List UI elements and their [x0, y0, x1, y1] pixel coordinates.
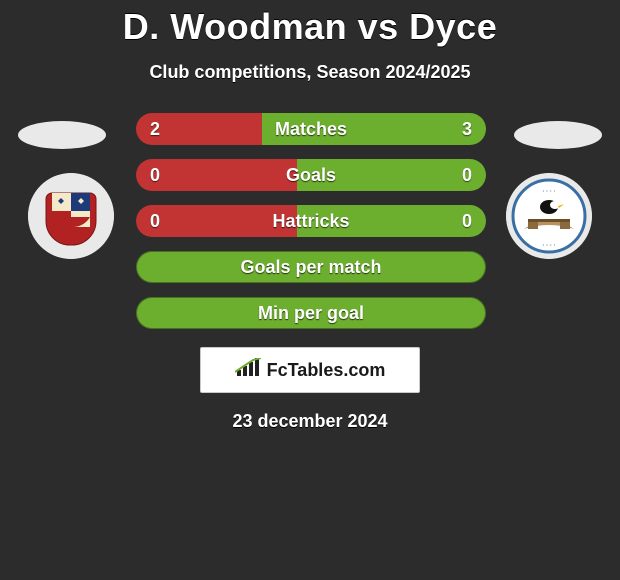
stat-row: Goals per match — [136, 251, 486, 283]
brand-text: FcTables.com — [267, 360, 386, 381]
stat-row: Min per goal — [136, 297, 486, 329]
stat-label: Goals per match — [136, 251, 486, 283]
page-title: D. Woodman vs Dyce — [0, 6, 620, 48]
left-club-crest — [28, 173, 114, 259]
stat-label: Min per goal — [136, 297, 486, 329]
right-country-ellipse — [514, 121, 602, 149]
right-club-crest: · · · · · · · · — [506, 173, 592, 259]
stat-right-value: 0 — [297, 159, 486, 191]
page-subtitle: Club competitions, Season 2024/2025 — [0, 62, 620, 83]
stat-bars: 23Matches 00Goals 00Hattricks Goals per mat… — [136, 113, 486, 329]
stat-right-value: 0 — [297, 205, 486, 237]
svg-text:· · · ·: · · · · — [543, 189, 556, 195]
brand-watermark: FcTables.com — [200, 347, 420, 393]
brand-chart-icon — [235, 358, 261, 383]
generated-date: 23 december 2024 — [0, 411, 620, 432]
stat-row: 00Goals — [136, 159, 486, 191]
content-area: · · · · · · · · 23Matches 00Goals 00Hattri… — [0, 113, 620, 432]
comparison-card: D. Woodman vs Dyce Club competitions, Se… — [0, 6, 620, 580]
stat-right-value: 3 — [262, 113, 486, 145]
left-country-ellipse — [18, 121, 106, 149]
stat-row: 23Matches — [136, 113, 486, 145]
svg-text:· · · ·: · · · · — [543, 243, 556, 249]
stat-row: 00Hattricks — [136, 205, 486, 237]
